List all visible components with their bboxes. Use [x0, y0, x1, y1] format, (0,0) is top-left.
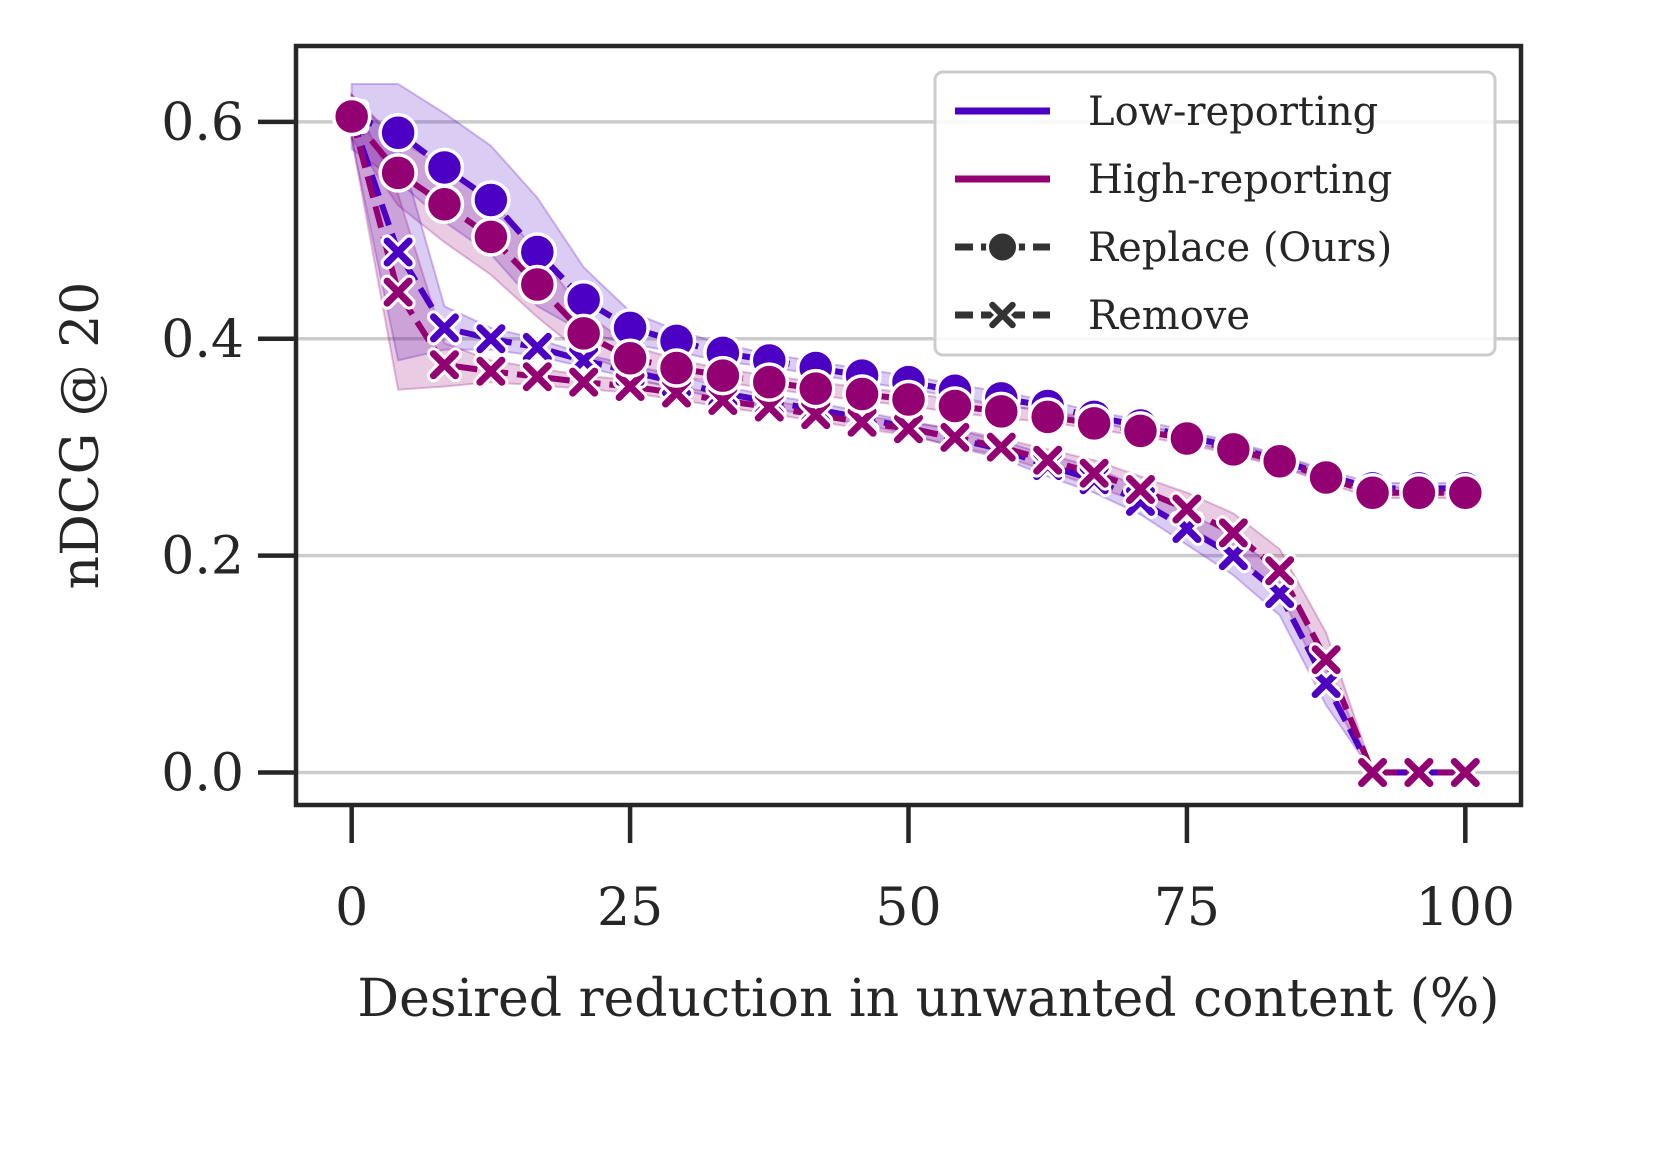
- data-point-circle: [517, 264, 558, 305]
- data-point-x: [1262, 553, 1298, 589]
- data-point-circle: [1445, 472, 1486, 513]
- data-point-circle: [610, 338, 650, 379]
- data-point-circle: [378, 153, 418, 193]
- data-point-circle: [1259, 441, 1300, 482]
- data-point-circle: [888, 379, 929, 420]
- data-point-circle: [471, 217, 511, 257]
- data-point-x: [1122, 471, 1158, 507]
- series-markers: [331, 96, 1486, 790]
- data-point-x: [380, 274, 416, 310]
- data-point-circle: [1306, 457, 1346, 498]
- data-point-x: [566, 364, 602, 400]
- legend-label: Replace (Ours): [1088, 225, 1392, 271]
- data-point-circle: [563, 313, 604, 354]
- legend-label: Remove: [1088, 293, 1250, 339]
- y-tick-label: 0.0: [161, 743, 244, 803]
- y-tick-label: 0.6: [161, 93, 244, 153]
- legend-item: Remove: [955, 293, 1250, 339]
- data-point-circle: [563, 279, 604, 320]
- data-point-x: [1308, 642, 1344, 678]
- x-tick-label: 50: [875, 878, 941, 938]
- data-point-circle: [424, 184, 465, 225]
- data-point-x: [1169, 491, 1205, 527]
- data-point-circle: [1352, 472, 1393, 513]
- data-point-circle: [424, 147, 465, 188]
- data-point-x: [1308, 666, 1344, 702]
- legend-item: Low-reporting: [955, 89, 1378, 135]
- data-point-circle: [1213, 429, 1254, 470]
- data-point-circle: [1399, 472, 1439, 513]
- legend-label: Low-reporting: [1088, 89, 1378, 135]
- data-point-circle: [842, 374, 882, 414]
- data-point-x: [473, 353, 509, 389]
- data-point-circle: [703, 355, 743, 396]
- data-point-x: [1447, 754, 1483, 790]
- x-axis-label: Desired reduction in unwanted content (%…: [357, 969, 1499, 1029]
- data-point-x: [519, 329, 555, 365]
- data-point-circle: [378, 112, 418, 153]
- data-point-circle: [1167, 418, 1207, 459]
- legend-box: [933, 70, 1497, 357]
- data-point-x: [1401, 754, 1437, 790]
- legend-marker-x: [989, 301, 1016, 329]
- legend-item: Replace (Ours): [955, 225, 1392, 271]
- data-point-x: [426, 310, 462, 346]
- data-point-circle: [517, 232, 558, 272]
- data-point-circle: [1120, 411, 1161, 451]
- axis-ticks: 0.0 0.2 0.4 0.6 0 25 50 75 100: [161, 93, 1515, 938]
- data-point-x: [380, 234, 416, 270]
- x-tick-label: 100: [1416, 878, 1515, 938]
- data-point-circle: [795, 368, 836, 409]
- data-point-circle: [1074, 403, 1114, 444]
- y-tick-label: 0.4: [161, 310, 244, 370]
- data-point-x: [519, 359, 555, 395]
- data-point-x: [1076, 455, 1112, 491]
- data-point-x: [473, 321, 509, 357]
- legend-label: High-reporting: [1088, 157, 1392, 203]
- data-point-x: [891, 411, 926, 447]
- data-point-circle: [331, 96, 372, 137]
- y-axis-label: nDCG @ 20: [51, 282, 111, 590]
- x-tick-label: 0: [335, 878, 368, 938]
- data-point-x: [844, 404, 880, 440]
- legend-items: Low-reporting High-reporting Replace (Ours…: [955, 89, 1392, 339]
- data-point-circle: [656, 348, 697, 388]
- data-point-x: [937, 419, 973, 455]
- data-point-x: [983, 429, 1019, 465]
- y-tick-label: 0.2: [161, 527, 244, 587]
- x-tick-label: 25: [597, 878, 663, 938]
- x-tick-label: 75: [1154, 878, 1220, 938]
- legend-item: High-reporting: [955, 157, 1392, 203]
- data-point-circle: [981, 391, 1022, 432]
- data-point-x: [612, 368, 648, 404]
- data-point-x: [1215, 515, 1251, 551]
- data-point-circle: [1027, 397, 1068, 437]
- data-point-x: [426, 347, 462, 383]
- legend: Low-reporting High-reporting Replace (Ours…: [933, 70, 1497, 357]
- legend-marker-circle: [986, 230, 1019, 264]
- data-point-circle: [935, 386, 975, 426]
- data-point-circle: [471, 180, 511, 220]
- data-point-x: [798, 397, 834, 433]
- data-point-x: [1030, 442, 1066, 478]
- data-point-circle: [749, 362, 790, 402]
- data-point-x: [1355, 754, 1391, 790]
